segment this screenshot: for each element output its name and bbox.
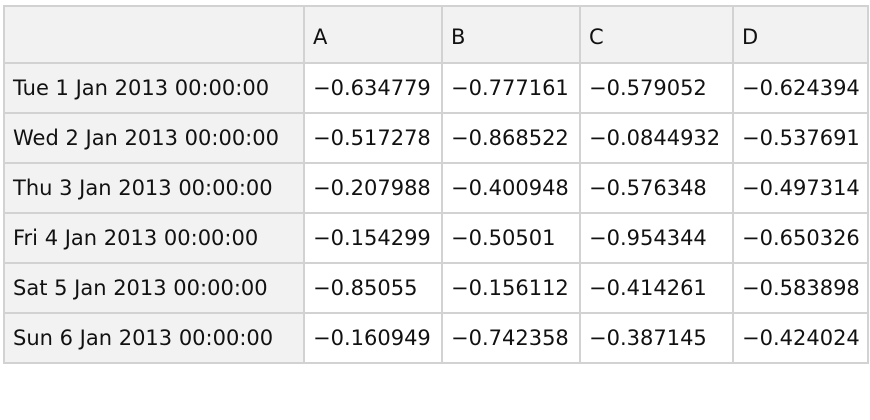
- value-cell: −0.576348: [579, 162, 734, 214]
- data-row: Sat 5 Jan 2013 00:00:00 −0.85055 −0.156112…: [3, 262, 869, 314]
- data-row: Fri 4 Jan 2013 00:00:00 −0.154299 −0.50501…: [3, 212, 869, 264]
- value-cell: −0.424024: [732, 312, 869, 364]
- value-cell: −0.387145: [579, 312, 734, 364]
- data-row: Wed 2 Jan 2013 00:00:00 −0.517278 −0.86852…: [3, 112, 869, 164]
- value-cell: −0.634779: [303, 62, 443, 114]
- value-cell: −0.497314: [732, 162, 869, 214]
- value-cell: −0.537691: [732, 112, 869, 164]
- column-header: C: [579, 5, 734, 64]
- value-cell: −0.777161: [441, 62, 581, 114]
- column-header: A: [303, 5, 443, 64]
- value-cell: −0.0844932: [579, 112, 734, 164]
- corner-cell: [3, 5, 305, 64]
- row-header: Wed 2 Jan 2013 00:00:00: [3, 112, 305, 164]
- column-header: B: [441, 5, 581, 64]
- value-cell: −0.624394: [732, 62, 869, 114]
- value-cell: −0.156112: [441, 262, 581, 314]
- value-cell: −0.742358: [441, 312, 581, 364]
- row-header: Tue 1 Jan 2013 00:00:00: [3, 62, 305, 114]
- value-cell: −0.517278: [303, 112, 443, 164]
- value-cell: −0.583898: [732, 262, 869, 314]
- value-cell: −0.414261: [579, 262, 734, 314]
- value-cell: −0.400948: [441, 162, 581, 214]
- row-header: Thu 3 Jan 2013 00:00:00: [3, 162, 305, 214]
- column-header: D: [732, 5, 869, 64]
- row-header: Sun 6 Jan 2013 00:00:00: [3, 312, 305, 364]
- row-header: Fri 4 Jan 2013 00:00:00: [3, 212, 305, 264]
- value-cell: −0.154299: [303, 212, 443, 264]
- value-cell: −0.85055: [303, 262, 443, 314]
- row-header: Sat 5 Jan 2013 00:00:00: [3, 262, 305, 314]
- data-row: Thu 3 Jan 2013 00:00:00 −0.207988 −0.40094…: [3, 162, 869, 214]
- value-cell: −0.50501: [441, 212, 581, 264]
- value-cell: −0.650326: [732, 212, 869, 264]
- data-row: Tue 1 Jan 2013 00:00:00 −0.634779 −0.77716…: [3, 62, 869, 114]
- value-cell: −0.160949: [303, 312, 443, 364]
- data-table: A B C D Tue 1 Jan 2013 00:00:00 −0.634779 −0.7…: [3, 5, 869, 364]
- value-cell: −0.207988: [303, 162, 443, 214]
- value-cell: −0.579052: [579, 62, 734, 114]
- value-cell: −0.954344: [579, 212, 734, 264]
- data-row: Sun 6 Jan 2013 00:00:00 −0.160949 −0.74235…: [3, 312, 869, 364]
- value-cell: −0.868522: [441, 112, 581, 164]
